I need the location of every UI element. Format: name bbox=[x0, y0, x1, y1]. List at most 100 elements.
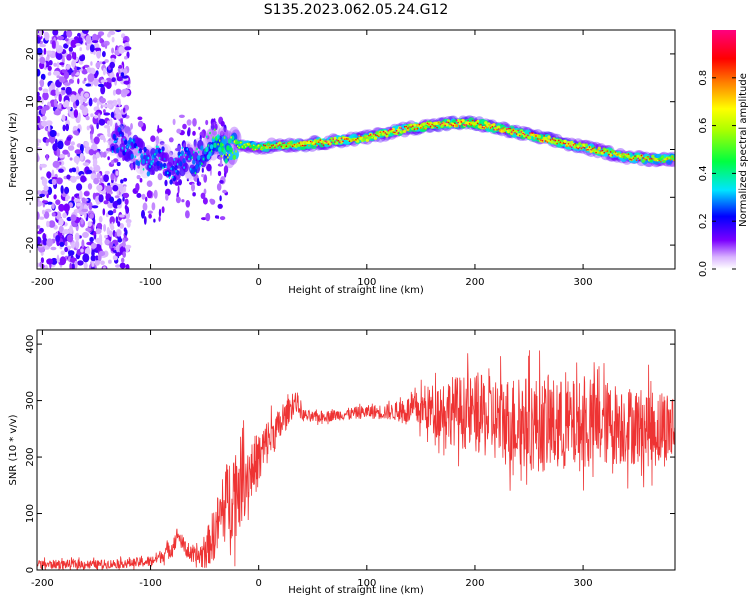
spectrogram-ridge-cell bbox=[467, 119, 469, 122]
spectrogram-ridge-cell bbox=[407, 127, 409, 129]
spectrogram-ridge-cell bbox=[218, 139, 221, 142]
spectrogram-ridge-cell bbox=[184, 153, 187, 157]
spectrogram-ridge-cell bbox=[400, 127, 403, 129]
spectrogram-noise-speck bbox=[100, 85, 106, 95]
spectrogram-ridge-cell bbox=[343, 138, 346, 140]
spectrogram-x-ticks: -200 -100 0 100 200 300 bbox=[31, 30, 593, 288]
spectrogram-ridge-cell bbox=[515, 133, 518, 135]
spectrogram-ridge-cell bbox=[543, 135, 545, 137]
spectrogram-ridge-cell bbox=[330, 141, 333, 144]
spectrogram-ridge-cell bbox=[222, 143, 224, 147]
spectrogram-noise-speck bbox=[95, 227, 102, 235]
spectrogram-noise-speck bbox=[83, 262, 88, 269]
spectrogram-ridge-cell bbox=[480, 123, 482, 126]
spectrogram-noise-speck bbox=[98, 216, 103, 223]
spectrogram-ridge-cell bbox=[207, 144, 210, 147]
spectrogram-ridge-cell bbox=[187, 150, 191, 156]
spectrogram-noise-speck bbox=[37, 95, 42, 102]
spectrogram-ridge-cell bbox=[149, 165, 151, 168]
spectrogram-noise-speck bbox=[155, 135, 160, 145]
spectrogram-ridge-cell bbox=[139, 159, 142, 163]
spectrogram-noise-speck bbox=[81, 239, 85, 249]
spectrogram-ridge-cell bbox=[472, 119, 474, 122]
spectrogram-ridge-cell bbox=[462, 123, 464, 126]
spectrogram-x-tick-label: 100 bbox=[357, 277, 376, 288]
spectrogram-ridge-cell bbox=[606, 150, 609, 152]
spectrogram-noise-speck bbox=[51, 176, 58, 180]
spectrogram-ridge-cell bbox=[632, 157, 635, 160]
spectrogram-ridge-cell bbox=[371, 136, 374, 139]
spectrogram-noise-speck bbox=[111, 77, 116, 83]
spectrogram-noise-speck bbox=[37, 138, 41, 143]
spectrogram-ridge-cell bbox=[279, 144, 281, 146]
spectrogram-noise-speck bbox=[157, 173, 163, 181]
spectrogram-ridge-cell bbox=[329, 138, 331, 141]
spectrogram-noise-speck bbox=[96, 222, 103, 229]
spectrogram-noise-speck bbox=[105, 212, 109, 218]
spectrogram-ridge-cell bbox=[649, 159, 653, 163]
spectrogram-ridge-cell bbox=[264, 144, 267, 147]
spectrogram-ridge-cell bbox=[492, 123, 496, 127]
spectrogram-ridge-cell bbox=[291, 145, 294, 148]
spectrogram-ridge-cell bbox=[113, 140, 116, 144]
spectrogram-noise-speck bbox=[112, 255, 118, 261]
spectrogram-noise-speck bbox=[45, 138, 51, 143]
spectrogram-ridge-cell bbox=[111, 145, 115, 152]
spectrogram-noise-speck bbox=[37, 47, 43, 56]
spectrogram-noise-speck bbox=[203, 188, 207, 195]
spectrogram-noise-speck bbox=[217, 215, 220, 219]
spectrogram-noise-speck bbox=[103, 82, 108, 87]
spectrogram-noise-speck bbox=[91, 33, 98, 43]
spectrogram-ridge-cell bbox=[248, 143, 250, 146]
spectrogram-ridge-cell bbox=[328, 142, 332, 146]
spectrogram-noise-speck bbox=[203, 174, 208, 183]
spectrogram-noise-speck bbox=[87, 183, 93, 190]
spectrogram-noise-speck bbox=[103, 124, 111, 129]
spectrogram-noise-speck bbox=[48, 220, 56, 228]
spectrogram-ridge-cell bbox=[287, 142, 289, 145]
spectrogram-noise-speck bbox=[70, 141, 76, 146]
spectrogram-noise-speck bbox=[37, 106, 41, 111]
colorbar-label: Normalized spectral amplitude bbox=[738, 73, 749, 227]
spectrogram-noise-speck bbox=[80, 175, 87, 183]
spectrogram-ridge-cell bbox=[433, 125, 435, 127]
spectrogram-ridge-cell bbox=[154, 152, 156, 156]
spectrogram-noise-speck bbox=[111, 247, 115, 252]
spectrogram-ridge-cell bbox=[168, 156, 175, 167]
spectrogram-noise-speck bbox=[81, 208, 89, 213]
spectrogram-ridge-cell bbox=[283, 142, 286, 144]
spectrogram-ridge-cell bbox=[169, 179, 173, 185]
spectrogram-noise-speck bbox=[91, 249, 95, 257]
spectrogram-ridge-cell bbox=[306, 140, 309, 143]
spectrogram-ridge-cell bbox=[211, 137, 215, 143]
spectrogram-noise-speck bbox=[43, 211, 50, 219]
spectrogram-ridge-cell bbox=[144, 152, 146, 156]
snr-y-tick-label: 0 bbox=[25, 567, 36, 573]
spectrogram-ridge-cell bbox=[285, 145, 288, 147]
spectrogram-ridge-cell bbox=[638, 156, 642, 161]
spectrogram-ridge-cell bbox=[463, 124, 466, 126]
spectrogram-noise-speck bbox=[93, 78, 99, 87]
spectrogram-ridge-cell bbox=[450, 124, 453, 126]
spectrogram-noise-speck bbox=[206, 163, 212, 172]
spectrogram-ridge-cell bbox=[545, 139, 550, 143]
spectrogram-ridge-cell bbox=[290, 144, 292, 146]
spectrogram-noise-speck bbox=[74, 260, 78, 269]
spectrogram-ridge-cell bbox=[413, 128, 416, 130]
spectrogram-noise-speck bbox=[61, 114, 66, 122]
spectrogram-ridge-cell bbox=[614, 151, 617, 153]
spectrogram-noise-speck bbox=[88, 149, 95, 156]
spectrogram-noise-speck bbox=[137, 120, 144, 128]
spectrogram-ridge-cell bbox=[572, 144, 575, 146]
snr-y-tick-label: 300 bbox=[25, 391, 36, 410]
spectrogram-ridge-cell bbox=[626, 153, 628, 156]
spectrogram-ridge-cell bbox=[397, 132, 400, 134]
spectrogram-noise-speck bbox=[74, 149, 82, 155]
spectrogram-ridge-cell bbox=[440, 124, 444, 128]
spectrogram-noise-speck bbox=[47, 65, 52, 71]
spectrogram-ridge-cell bbox=[123, 138, 125, 141]
spectrogram-noise-speck bbox=[58, 225, 64, 234]
spectrogram-ridge-cell bbox=[201, 162, 203, 166]
spectrogram-ridge-cell bbox=[373, 136, 378, 140]
spectrogram-noise-speck bbox=[107, 120, 110, 126]
